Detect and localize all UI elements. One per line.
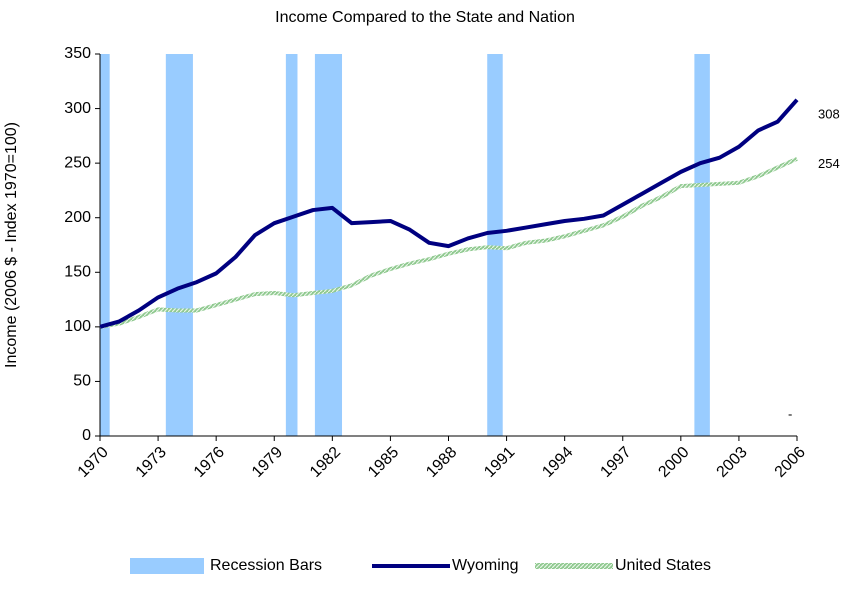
legend-swatch: [130, 558, 204, 574]
y-tick-label: 300: [64, 100, 91, 117]
recession-bar: [314, 54, 343, 436]
line-1: [99, 156, 798, 329]
end-label: 308: [818, 106, 840, 121]
recession-bar: [100, 54, 110, 436]
chart-title: Income Compared to the State and Nation: [275, 9, 575, 26]
x-tick-label: 1976: [191, 444, 228, 481]
annotation: -: [788, 406, 792, 421]
x-tick-label: 1970: [75, 444, 112, 481]
y-tick-label: 250: [64, 154, 91, 171]
x-tick-label: 1997: [597, 444, 634, 481]
line-0: [99, 98, 799, 329]
y-tick-label: 0: [82, 427, 91, 444]
legend-label: Wyoming: [452, 557, 519, 574]
recession-bar: [694, 54, 710, 436]
x-tick-label: 1988: [423, 444, 460, 481]
x-tick-label: 2003: [714, 444, 751, 481]
legend-swatch: [535, 563, 613, 569]
recession-bar: [487, 54, 503, 436]
legend-label: United States: [615, 557, 711, 574]
end-label: 254: [818, 156, 840, 171]
x-tick-label: 1982: [307, 444, 344, 481]
y-axis-label: Income (2006 $ - Index 1970=100): [3, 122, 20, 368]
x-tick-label: 1991: [481, 444, 518, 481]
y-tick-label: 350: [64, 45, 91, 62]
x-tick-label: 1994: [539, 444, 576, 481]
y-tick-label: 150: [64, 264, 91, 281]
x-tick-label: 2006: [772, 444, 809, 481]
y-tick-label: 50: [73, 373, 91, 390]
x-tick-label: 1985: [365, 444, 402, 481]
recession-bar: [165, 54, 193, 436]
x-tick-label: 1973: [133, 444, 170, 481]
legend-label: Recession Bars: [210, 557, 322, 574]
x-tick-label: 2000: [655, 444, 692, 481]
y-tick-label: 100: [64, 318, 91, 335]
y-tick-label: 200: [64, 209, 91, 226]
x-tick-label: 1979: [249, 444, 286, 481]
recession-bar: [285, 54, 298, 436]
